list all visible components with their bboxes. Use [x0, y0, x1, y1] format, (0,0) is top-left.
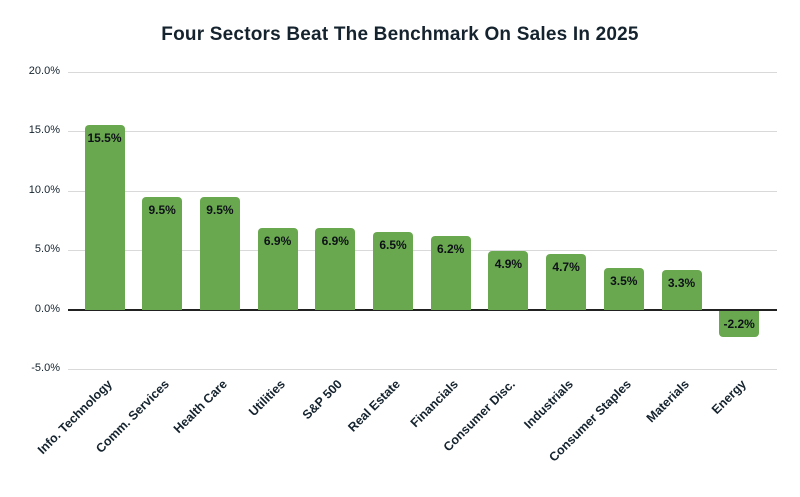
y-axis-tick-label: 15.0%: [28, 124, 60, 137]
bar: [546, 253, 587, 310]
bar-value-label: 3.5%: [610, 274, 638, 289]
bar: [315, 227, 356, 310]
bar-value-label: 9.5%: [206, 202, 234, 217]
bar-value-label: 6.9%: [321, 233, 349, 248]
y-axis-tick-label: -5.0%: [31, 362, 60, 374]
chart-title: Four Sectors Beat The Benchmark On Sales…: [161, 24, 639, 45]
gridline: [68, 72, 777, 73]
bar: [661, 270, 702, 310]
bar-value-label: 4.7%: [552, 259, 580, 274]
y-axis-tick-label: 10.0%: [28, 183, 60, 196]
bar-value-label: 15.5%: [87, 131, 122, 146]
bar: [488, 251, 529, 310]
bar: [719, 310, 760, 337]
bar-value-label: 4.9%: [494, 257, 523, 272]
bar-value-label: 9.5%: [148, 202, 176, 217]
bar-value-label: 6.2%: [437, 241, 465, 256]
gridline: [68, 369, 777, 370]
gridline: [68, 250, 777, 252]
bar: [199, 196, 240, 310]
gridline: [68, 190, 777, 192]
plot-area: 15.5% 9.5% 9.5% 6.9% 6.9% 6.5% 6.2% 4.9% 4.7% 3.5…: [68, 72, 777, 370]
bar: [142, 196, 183, 310]
bar: [603, 268, 644, 310]
bar: [257, 227, 298, 310]
bar-value-label: 6.9%: [263, 233, 292, 248]
zero-baseline: [68, 308, 777, 311]
x-axis-category-label: Info. Technology: [34, 377, 115, 457]
bar-value-label: -2.2%: [723, 317, 755, 332]
gridline: [68, 131, 777, 133]
bar-value-label: 3.3%: [667, 276, 696, 291]
bar: [373, 232, 413, 310]
bar: [84, 125, 125, 310]
y-axis-tick-label: 0.0%: [34, 302, 60, 315]
y-axis-tick-label: 20.0%: [28, 65, 60, 77]
y-axis-tick-label: 5.0%: [34, 243, 60, 256]
bar-value-label: 6.5%: [379, 238, 407, 253]
bar: [430, 235, 471, 310]
